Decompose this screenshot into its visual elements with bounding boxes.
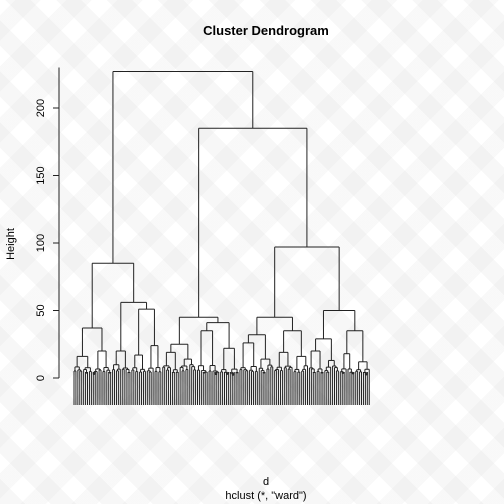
y-tick-label: 50: [35, 304, 47, 316]
y-tick-label: 0: [35, 375, 47, 381]
method-label: hclust (*, "ward"): [225, 490, 306, 502]
y-tick-label: 100: [35, 234, 47, 252]
x-axis-label: d: [263, 476, 269, 488]
chart-title: Cluster Dendrogram: [203, 23, 329, 38]
y-tick-label: 150: [35, 166, 47, 184]
y-axis-label: Height: [5, 228, 17, 260]
y-axis: 0 50 100 150 200: [35, 67, 60, 381]
y-tick-label: 200: [35, 99, 47, 117]
dendrogram-tree: [73, 71, 370, 405]
